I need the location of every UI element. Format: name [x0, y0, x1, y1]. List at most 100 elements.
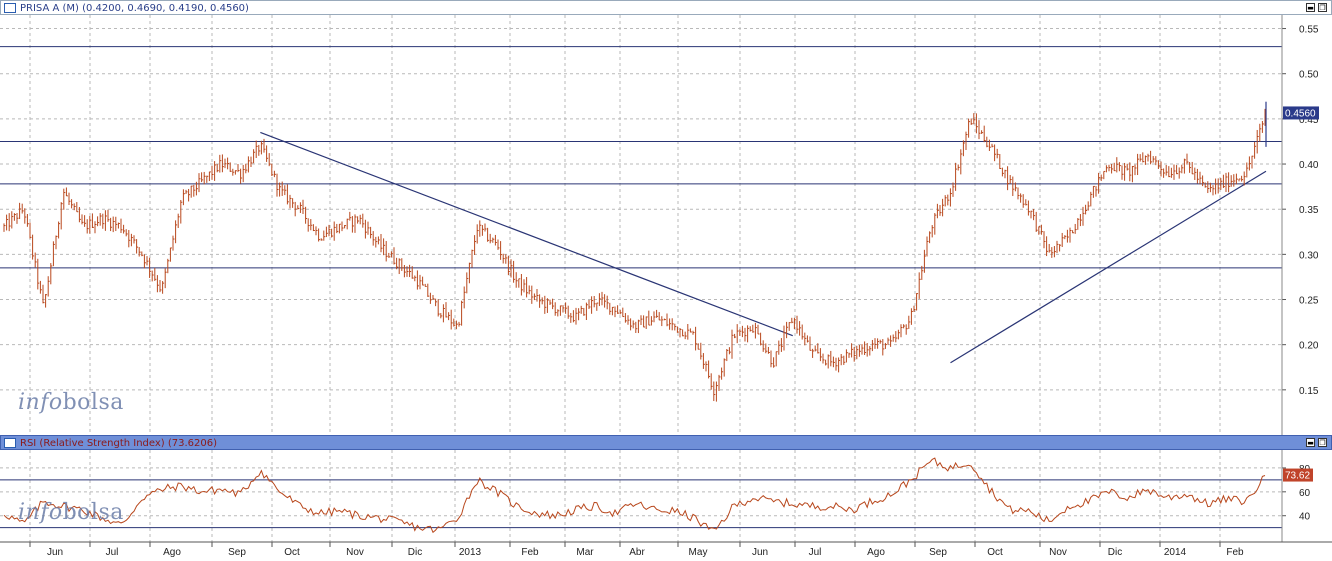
price-bar: [710, 373, 713, 390]
price-bar: [682, 329, 685, 337]
restore-button[interactable]: ❐: [1318, 3, 1327, 12]
price-ytick-label: 0.55: [1299, 25, 1319, 36]
price-bar: [578, 308, 581, 321]
x-tick-label: May: [689, 547, 708, 558]
rsi-chart[interactable]: 806040 JunJulAgoSepOctNovDic2013FebMarAb…: [0, 450, 1332, 561]
price-bar: [653, 311, 656, 323]
price-bar: [611, 306, 614, 316]
price-bar: [1222, 174, 1225, 188]
price-bar: [151, 270, 154, 282]
price-bar: [305, 206, 308, 224]
price-bar: [190, 185, 193, 198]
price-bar: [133, 235, 136, 244]
price-bar: [658, 312, 661, 321]
price-bar: [1157, 160, 1160, 169]
x-tick-label: Nov: [346, 547, 364, 558]
price-bar: [468, 262, 471, 284]
price-bar: [765, 343, 768, 354]
price-bar: [900, 324, 903, 338]
price-bar: [734, 333, 737, 339]
price-bar: [307, 218, 310, 232]
price-bar: [445, 302, 448, 318]
price-bar: [497, 239, 500, 250]
price-bar: [908, 315, 911, 329]
price-bar: [26, 214, 29, 227]
price-bar: [544, 295, 547, 314]
price-bar: [539, 294, 542, 308]
price-bar: [375, 236, 378, 248]
price-bar: [427, 283, 430, 297]
price-bar: [29, 222, 32, 239]
price-bar: [783, 325, 786, 351]
price-bar: [463, 286, 466, 309]
price-bar: [42, 284, 45, 304]
price-bar: [890, 335, 893, 347]
x-tick-label: Sep: [228, 547, 246, 558]
price-bar: [856, 345, 859, 360]
price-bar: [68, 192, 71, 205]
price-ytick-label: 0.35: [1299, 205, 1319, 216]
price-bar: [942, 198, 945, 217]
price-bar: [874, 338, 877, 349]
price-bar: [1178, 167, 1181, 179]
price-bar: [661, 316, 664, 327]
price-bar: [843, 355, 846, 365]
price-bar: [812, 348, 815, 358]
price-bar: [172, 235, 175, 251]
panel-window-icon: [4, 3, 16, 13]
price-bar: [325, 226, 328, 238]
price-bar: [1035, 211, 1038, 232]
price-bar: [1207, 181, 1210, 194]
minimize-button[interactable]: ▬: [1306, 438, 1315, 447]
price-bar: [796, 315, 799, 334]
price-bar: [487, 227, 490, 242]
price-bar: [565, 302, 568, 314]
price-bar: [424, 283, 427, 287]
price-bar: [708, 360, 711, 379]
price-ytick-label: 0.40: [1299, 160, 1319, 171]
price-bar: [1238, 178, 1241, 182]
price-bar: [130, 233, 133, 247]
price-panel-header: PRISA A (M) (0.4200, 0.4690, 0.4190, 0.4…: [0, 0, 1332, 15]
price-bar: [81, 214, 84, 225]
price-bar: [221, 154, 224, 173]
price-bar: [559, 305, 562, 316]
price-bar: [588, 299, 591, 309]
price-chart[interactable]: 0.55 0.50 0.45 0.40 0.35 0.30 0.25 0.20 0.15 0.4…: [0, 15, 1332, 435]
price-bar: [1046, 236, 1049, 257]
price-bar: [104, 210, 107, 231]
price-bar: [666, 313, 669, 327]
price-bar: [484, 223, 487, 232]
price-bar: [955, 162, 958, 191]
price-ytick-label: 0.45: [1299, 115, 1319, 126]
price-bar: [162, 281, 165, 294]
restore-button[interactable]: ❐: [1318, 438, 1327, 447]
price-bar: [1124, 162, 1127, 181]
price-bar: [94, 221, 97, 234]
price-bar: [414, 275, 417, 282]
price-bar: [944, 195, 947, 207]
price-bar: [1111, 164, 1114, 174]
price-bar: [89, 216, 92, 234]
minimize-button[interactable]: ▬: [1306, 3, 1315, 12]
price-bar: [3, 223, 6, 232]
price-bar: [656, 309, 659, 318]
x-tick-label: Feb: [521, 547, 539, 558]
x-tick-label: Mar: [576, 547, 594, 558]
price-bar: [627, 315, 630, 325]
price-bar: [518, 278, 521, 288]
price-bar: [63, 188, 66, 210]
price-bar: [453, 318, 456, 327]
price-bar: [1241, 175, 1244, 182]
price-bar: [143, 254, 146, 269]
price-bar: [253, 149, 256, 164]
price-bar: [827, 354, 830, 369]
price-bar: [198, 173, 201, 193]
price-bar: [676, 326, 679, 333]
price-bar: [632, 320, 635, 329]
price-bar: [271, 163, 274, 176]
price-bar: [494, 234, 497, 246]
rsi-ytick-label: 60: [1299, 488, 1311, 499]
price-bar: [515, 272, 518, 288]
price-bar: [965, 131, 968, 150]
